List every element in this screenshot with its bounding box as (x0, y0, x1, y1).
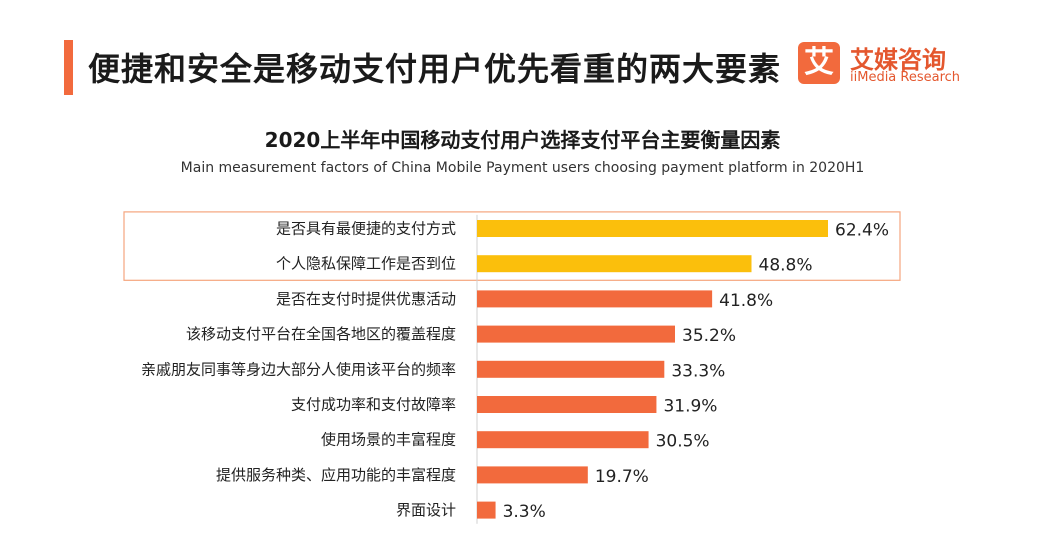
value-label: 30.5% (656, 432, 710, 452)
value-label: 41.8% (719, 291, 773, 311)
bar-chart: 是否具有最便捷的支付方式 62.4% 个人隐私保障工作是否到位 48.8% 是否在支付时… (123, 211, 901, 524)
bar (477, 325, 675, 343)
category-label: 是否在支付时提供优惠活动 (276, 290, 456, 308)
category-label: 使用场景的丰富程度 (321, 431, 456, 449)
chart-title: 2020上半年中国移动支付用户选择支付平台主要衡量因素 (264, 128, 781, 152)
value-label: 48.8% (759, 256, 813, 276)
brand-name: 艾媒咨询 (850, 46, 946, 74)
chart-subtitle: Main measurement factors of China Mobile… (180, 160, 865, 176)
category-label: 支付成功率和支付故障率 (291, 396, 456, 414)
bar (477, 360, 665, 378)
category-label: 是否具有最便捷的支付方式 (276, 220, 456, 238)
page-title: 便捷和安全是移动支付用户优先看重的两大要素 (88, 50, 782, 88)
bar (477, 431, 649, 449)
value-label: 33.3% (671, 361, 725, 381)
brand-logo: 艾 艾媒咨询 iiMedia Research (798, 42, 998, 92)
title-accent-bar (64, 40, 73, 95)
category-label: 个人隐私保障工作是否到位 (276, 255, 456, 273)
bar (477, 501, 496, 519)
value-label: 3.3% (503, 502, 546, 522)
value-label: 62.4% (835, 221, 889, 241)
value-label: 19.7% (595, 467, 649, 487)
category-label: 界面设计 (396, 501, 456, 519)
category-label: 该移动支付平台在全国各地区的覆盖程度 (186, 325, 456, 343)
bar (477, 255, 752, 273)
value-label: 35.2% (682, 326, 736, 346)
brand-mark-icon: 艾 (798, 42, 840, 84)
bar (477, 396, 657, 413)
category-label: 亲戚朋友同事等身边大部分人使用该平台的频率 (141, 360, 456, 378)
bar (477, 290, 713, 308)
highlight-frame (123, 211, 901, 281)
value-label: 31.9% (663, 397, 717, 417)
brand-subtitle: iiMedia Research (850, 70, 961, 85)
bar (477, 466, 588, 484)
bar (477, 220, 828, 237)
category-label: 提供服务种类、应用功能的丰富程度 (216, 466, 456, 484)
